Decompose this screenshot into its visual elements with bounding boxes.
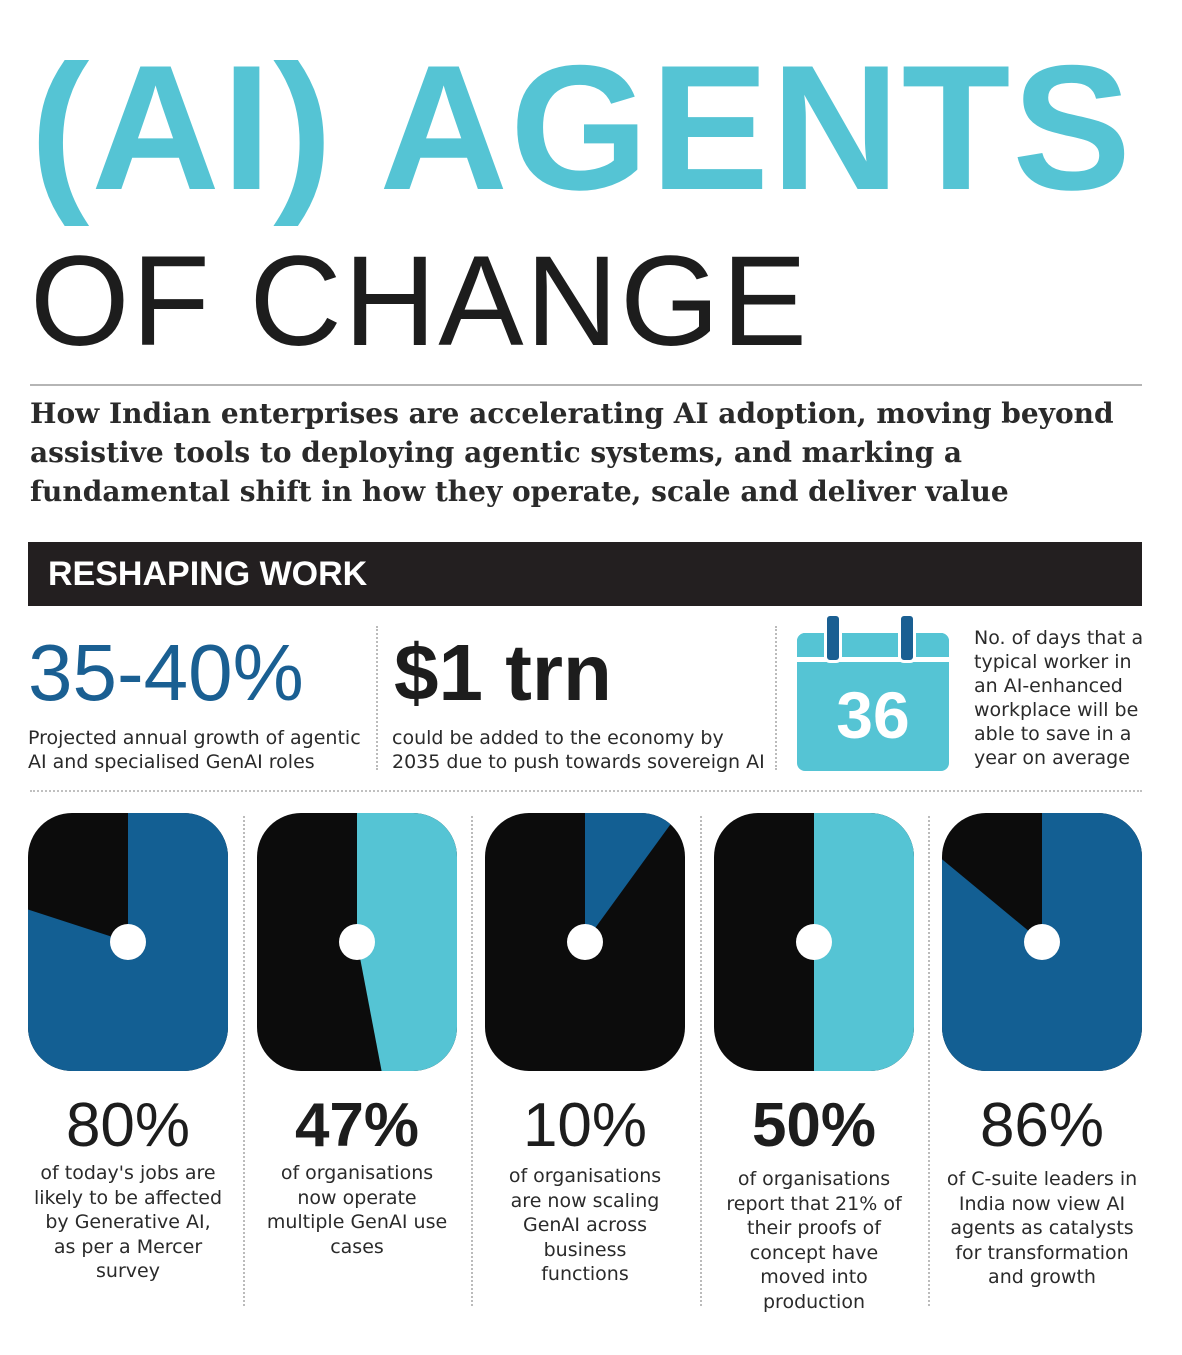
column-divider [243,816,245,1306]
pie-5-label: 86% [979,1091,1105,1160]
stat-growth-value: 35-40% [28,628,304,717]
pie-1-caption: of today's jobs are likely to be affecte… [33,1162,223,1282]
pie-2-caption: of organisations now operate multiple Ge… [266,1162,448,1258]
intro-text: How Indian enterprises are accelerating … [30,397,1114,508]
pie-2-center [339,924,375,960]
stat-divider [376,626,378,770]
title-main: (AI) AGENTS [30,28,1134,227]
section-title: RESHAPING WORK [48,555,368,593]
pie-chart-1 [28,813,228,1071]
stat-days-caption: No. of days that a typical worker in an … [974,627,1144,769]
title-sub: OF CHANGE [30,230,809,373]
pie-3-center [567,924,603,960]
pie-1-label: 80% [65,1091,191,1160]
row-divider [30,790,1142,792]
calendar-icon: 36 [797,613,949,771]
pie-3-label: 10% [522,1091,648,1160]
stat-days-value: 36 [836,678,910,752]
stat-economy-caption: could be added to the economy by 2035 du… [392,727,765,773]
column-divider [471,816,473,1306]
pie-chart-4 [714,813,914,1071]
pie-chart-5 [942,813,1142,1071]
pie-chart-3 [485,813,685,1071]
stat-economy-value: $1 trn [394,628,612,717]
column-divider [928,816,930,1306]
stat-growth-caption: Projected annual growth of agentic AI an… [28,727,361,773]
pie-3-slice [585,813,685,942]
pie-1-center [110,924,146,960]
pie-4-label: 50% [751,1091,877,1160]
title-divider [30,384,1142,386]
pie-2-label: 47% [294,1091,420,1160]
column-divider [700,816,702,1306]
section-header: RESHAPING WORK [28,542,1142,606]
pie-4-center [796,924,832,960]
stat-divider [775,626,777,770]
pie-4-caption: of organisations report that 21% of thei… [726,1168,902,1313]
pie-5-center [1024,924,1060,960]
pie-5-caption: of C-suite leaders in India now view AI … [946,1168,1138,1288]
pie-chart-2 [257,813,457,1071]
pie-3-caption: of organisations are now scaling GenAI a… [508,1165,662,1285]
